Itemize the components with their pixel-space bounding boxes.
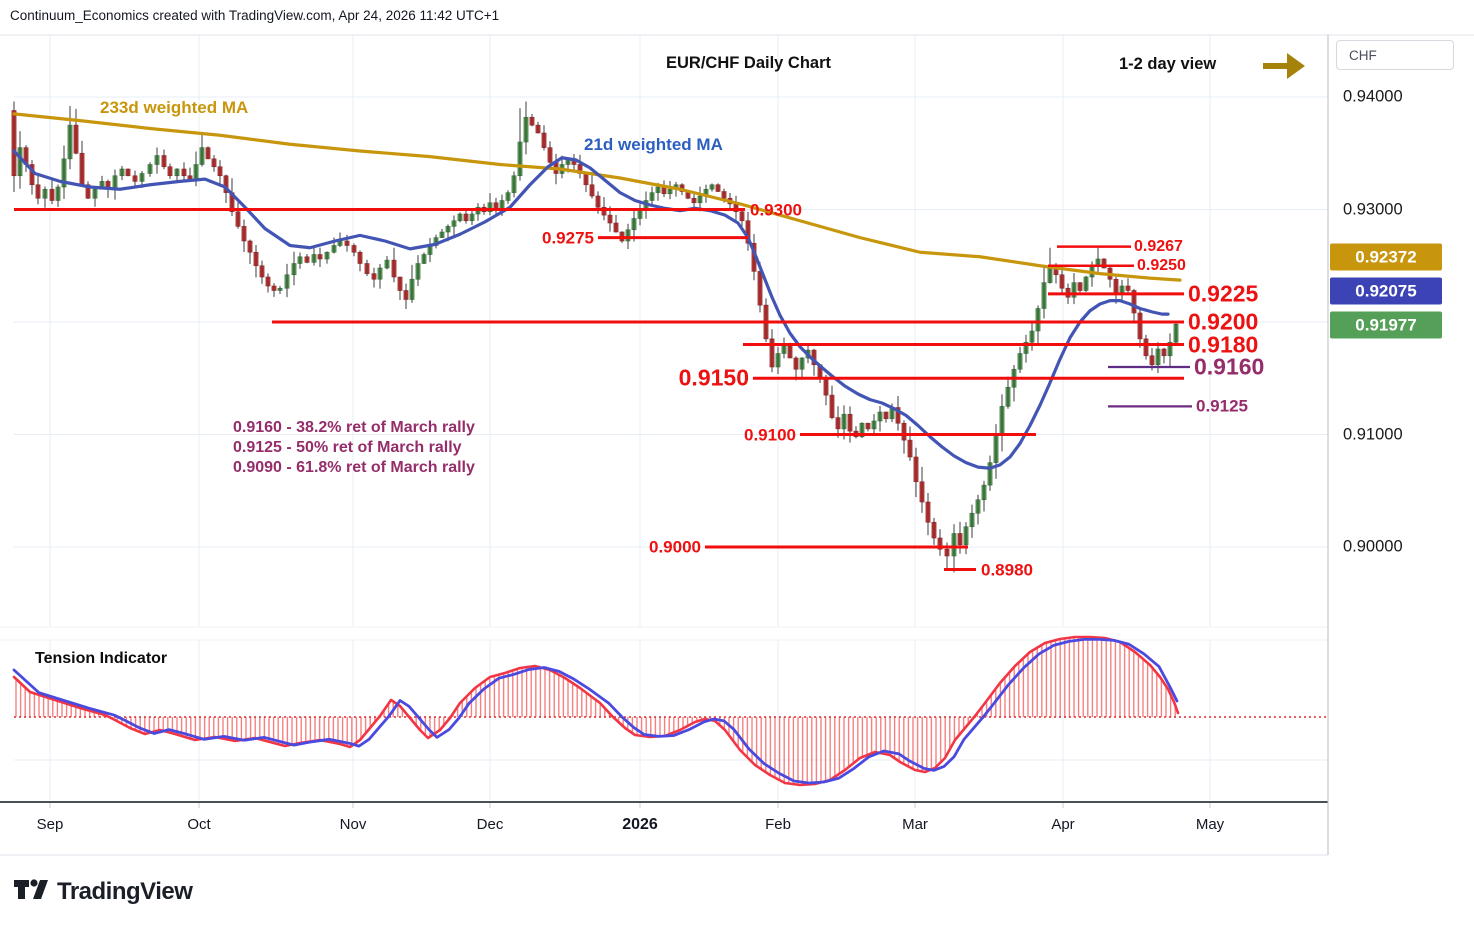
level-label: 0.9225 [1188,280,1259,307]
tradingview-logo-icon [14,879,48,899]
time-axis-label-Oct: Oct [187,816,211,833]
price-axis-tick: 0.94000 [1343,87,1403,106]
level-label: 0.9160 [1194,353,1265,380]
time-axis-label-Apr: Apr [1051,816,1075,833]
candles [11,110,1179,557]
currency-box: CHF [1336,40,1454,70]
level-label: 0.9150 [678,364,749,391]
time-axis-label-Dec: Dec [476,816,504,833]
retracement-line-1: 0.9160 - 38.2% ret of March rally [233,419,475,436]
time-axis-label-Mar: Mar [902,816,928,833]
level-label: 0.9267 [1134,237,1183,255]
retracement-line-3: 0.9090 - 61.8% ret of March rally [233,459,475,476]
tradingview-logo-text: TradingView [57,878,193,905]
view-label: 1-2 day view [1119,55,1217,73]
time-axis-label-Sep: Sep [36,816,64,833]
level-label: 0.9180 [1188,331,1259,357]
level-label: 0.9275 [542,228,594,248]
time-axis-label-2026: 2026 [622,816,658,833]
price-badge: 0.92372 [1330,243,1442,271]
price-badge: 0.91977 [1330,311,1442,339]
price-axis-tick: 0.91000 [1343,425,1403,443]
price-badge: 0.92075 [1330,277,1442,305]
level-label: 0.9200 [1188,308,1259,335]
level-label: 0.9300 [750,200,802,219]
level-label: 0.8980 [981,560,1033,579]
ma21-label: 21d weighted MA [584,135,723,154]
time-axis-label-Nov: Nov [339,816,367,833]
arrow-right-icon [1261,47,1307,90]
tension-indicator-label: Tension Indicator [35,650,168,667]
time-axis-label-Feb: Feb [765,816,791,833]
ma233-label: 233d weighted MA [100,98,249,117]
time-axis-label-May: May [1195,816,1225,833]
price-axis-tick: 0.93000 [1343,200,1403,218]
retracement-annotation: 0.9160 - 38.2% ret of March rally 0.9125… [233,418,475,478]
chart-title: EUR/CHF Daily Chart [666,54,832,72]
price-axis-tick: 0.90000 [1343,537,1403,556]
level-label: 0.9000 [649,537,701,557]
credit-text: Continuum_Economics created with Trading… [10,8,500,23]
level-label: 0.9100 [744,425,796,444]
tradingview-logo[interactable]: TradingView [14,876,193,908]
level-label: 0.9250 [1137,256,1186,274]
level-label: 0.9125 [1196,396,1248,416]
currency-label: CHF [1349,48,1377,63]
retracement-line-2: 0.9125 - 50% ret of March rally [233,439,462,456]
